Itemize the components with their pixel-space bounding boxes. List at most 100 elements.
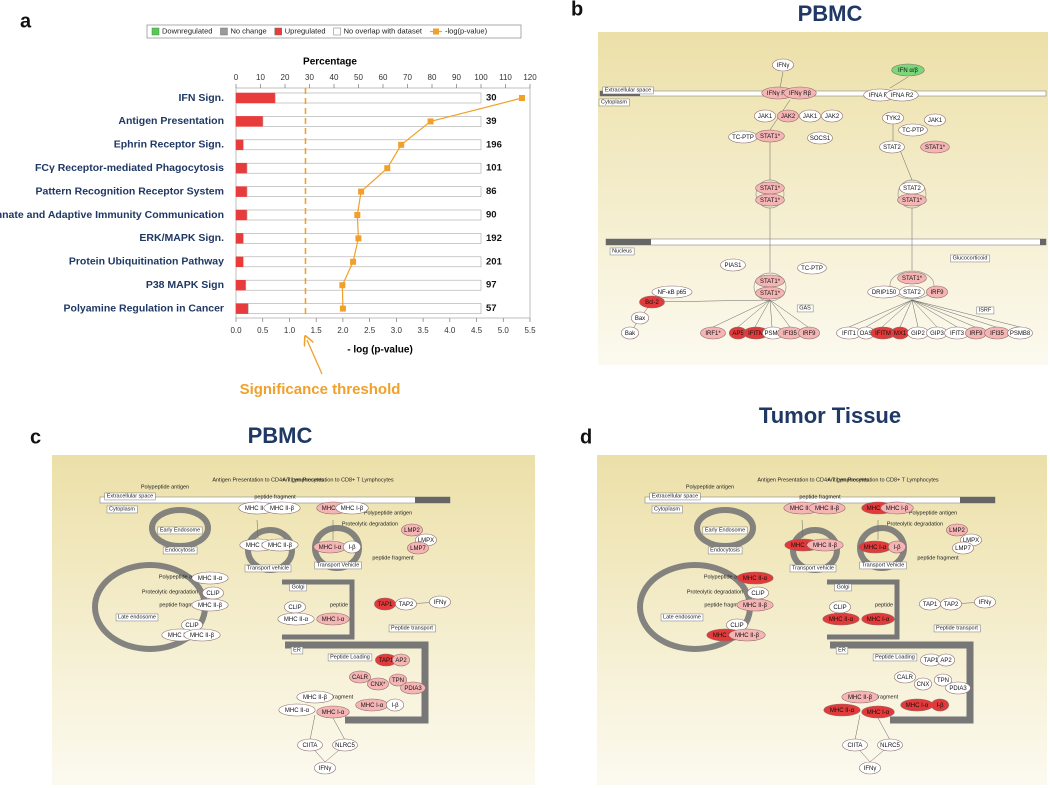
- gene-label: IFNγ: [777, 63, 790, 69]
- compartment-label: Antigen Presentation to CD4+ T Lymphocyt…: [757, 477, 869, 483]
- gene-label: OAS: [860, 331, 873, 337]
- label-box: [388, 624, 436, 633]
- gene-node: [754, 109, 776, 123]
- compartment-label: peptide fragment: [799, 494, 841, 500]
- edge: [769, 299, 791, 328]
- x-tick-label: 3.0: [391, 326, 403, 335]
- nucleus-membrane: [605, 238, 1047, 246]
- compartment-label: peptide: [875, 602, 893, 608]
- gene-label: MHC II-α: [829, 617, 854, 623]
- edge: [911, 299, 997, 328]
- gene-label: MHC II-β: [190, 633, 215, 639]
- gene-node: [913, 677, 932, 691]
- edge: [911, 299, 938, 328]
- vesicle: [694, 507, 756, 549]
- gene-node: [897, 271, 927, 285]
- gene-label: IFNγ Rα: [767, 91, 790, 97]
- gene-node: [940, 597, 962, 611]
- gene-label: IFI35: [783, 331, 797, 337]
- x2-tick-label: 90: [452, 73, 461, 82]
- gene-label: MHC II-β: [815, 506, 840, 512]
- diagram-title: PBMC: [248, 423, 313, 448]
- edge: [865, 299, 913, 328]
- x-tick-label: 5.0: [498, 326, 510, 335]
- category-label: Pattern Recognition Receptor System: [36, 185, 224, 197]
- edge: [881, 299, 913, 328]
- gene-node: [920, 140, 950, 154]
- compartment-label: peptide fragment: [704, 602, 746, 608]
- x2-tick-label: 50: [354, 73, 363, 82]
- bar-segment: [262, 116, 482, 127]
- gene-label: STAT1*: [902, 198, 923, 204]
- x2-tick-label: 100: [474, 73, 488, 82]
- gene-label: IFN α/β: [898, 68, 918, 74]
- label-box: [609, 247, 635, 256]
- gene-label: MHC I-α: [867, 506, 890, 512]
- count-label: 86: [486, 186, 497, 197]
- gene-label: STAT2: [903, 290, 921, 296]
- gene-node: [930, 698, 949, 712]
- gene-label: MHC II-β: [743, 603, 768, 609]
- legend-label: Downregulated: [162, 26, 212, 35]
- compartment-label: Polypeptide antigen: [364, 510, 412, 516]
- gene-label: MHC II-α: [743, 576, 768, 582]
- gene-label: I-β: [936, 703, 944, 709]
- gene-label: CALR: [897, 675, 914, 681]
- gene-node: [316, 612, 350, 626]
- x-tick-label: 0.5: [257, 326, 269, 335]
- gene-node: [879, 140, 905, 154]
- gene-node: [822, 612, 860, 626]
- gene-label: MHC I-α: [322, 617, 345, 623]
- label-box: [702, 526, 748, 535]
- edge: [899, 299, 913, 328]
- membrane-end: [1040, 239, 1046, 245]
- compartment-label: Nucleus: [612, 248, 632, 254]
- gene-label: IFNγ: [864, 766, 877, 772]
- count-label: 39: [486, 116, 497, 127]
- gene-label: GIP2: [911, 331, 925, 337]
- gene-node: [335, 501, 369, 515]
- gene-node: [314, 761, 336, 775]
- label-box: [289, 583, 307, 592]
- compartment-label: peptide fragment: [372, 555, 414, 561]
- gene-node: [861, 705, 895, 719]
- gene-label: IFNγ: [319, 766, 332, 772]
- gene-node: [823, 703, 861, 717]
- bar-segment: [235, 303, 249, 314]
- compartment-label: Transport Vehicle: [317, 562, 360, 568]
- gene-node: [974, 595, 996, 609]
- legend-label: -log(p-value): [445, 26, 488, 35]
- gene-label: MHC I-α: [864, 545, 887, 551]
- category-label: Protein Ubiquitination Pathway: [69, 256, 224, 268]
- gene-label: MHC II-α: [198, 576, 223, 582]
- gene-label: MHC II-α: [168, 633, 193, 639]
- compartment-label: Polypeptide antigen: [686, 484, 734, 490]
- bar-segment: [235, 279, 247, 291]
- bar-segment: [235, 92, 276, 104]
- gene-label: IFNA R1: [869, 93, 892, 99]
- label-box: [649, 492, 701, 501]
- gene-label: MHC II-α: [246, 543, 271, 549]
- compartment-label: GAS: [799, 305, 811, 311]
- label-box: [290, 646, 304, 655]
- gene-node: [842, 738, 868, 752]
- x-tick-label: 4.5: [471, 326, 483, 335]
- gene-node: [277, 612, 315, 626]
- gene-node: [755, 129, 785, 143]
- gene-label: PDIA3: [949, 686, 967, 692]
- compartment-label: pep fragment: [866, 694, 899, 700]
- compartment-label: Proteolytic degradation: [687, 589, 743, 595]
- legend-swatch: [433, 28, 439, 35]
- gene-label: MHC I-α: [906, 703, 929, 709]
- gene-label: NLRC5: [335, 743, 355, 749]
- compartment-label: peptide fragment: [917, 555, 959, 561]
- gene-label: TPN: [392, 678, 404, 684]
- gene-label: MHC I-β: [886, 506, 909, 512]
- compartment-label: Proteolytic degradation: [342, 521, 398, 527]
- gene-node: [899, 285, 925, 299]
- x2-tick-label: 80: [428, 73, 437, 82]
- edge: [651, 299, 771, 303]
- edge: [854, 714, 861, 741]
- gene-label: MHC II-β: [198, 603, 223, 609]
- gene-label: Bcl-2: [645, 300, 659, 306]
